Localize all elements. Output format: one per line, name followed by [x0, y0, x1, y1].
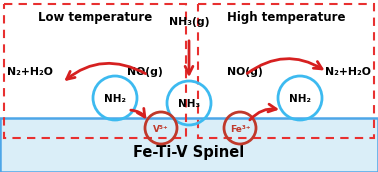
Text: NH₃(g): NH₃(g) — [169, 17, 209, 27]
Text: V⁵⁺: V⁵⁺ — [153, 125, 169, 133]
Text: High temperature: High temperature — [227, 12, 345, 24]
Text: NH₂: NH₂ — [289, 94, 311, 104]
Text: NH₂: NH₂ — [104, 94, 126, 104]
Text: N₂+H₂O: N₂+H₂O — [325, 67, 371, 77]
Text: NH₃: NH₃ — [178, 99, 200, 109]
Text: NO(g): NO(g) — [227, 67, 263, 77]
Text: N₂+H₂O: N₂+H₂O — [7, 67, 53, 77]
Text: Low temperature: Low temperature — [38, 12, 152, 24]
Text: Fe³⁺: Fe³⁺ — [230, 125, 250, 133]
Text: NO(g): NO(g) — [127, 67, 163, 77]
Text: Fe-Ti-V Spinel: Fe-Ti-V Spinel — [133, 146, 245, 160]
FancyBboxPatch shape — [0, 118, 378, 172]
